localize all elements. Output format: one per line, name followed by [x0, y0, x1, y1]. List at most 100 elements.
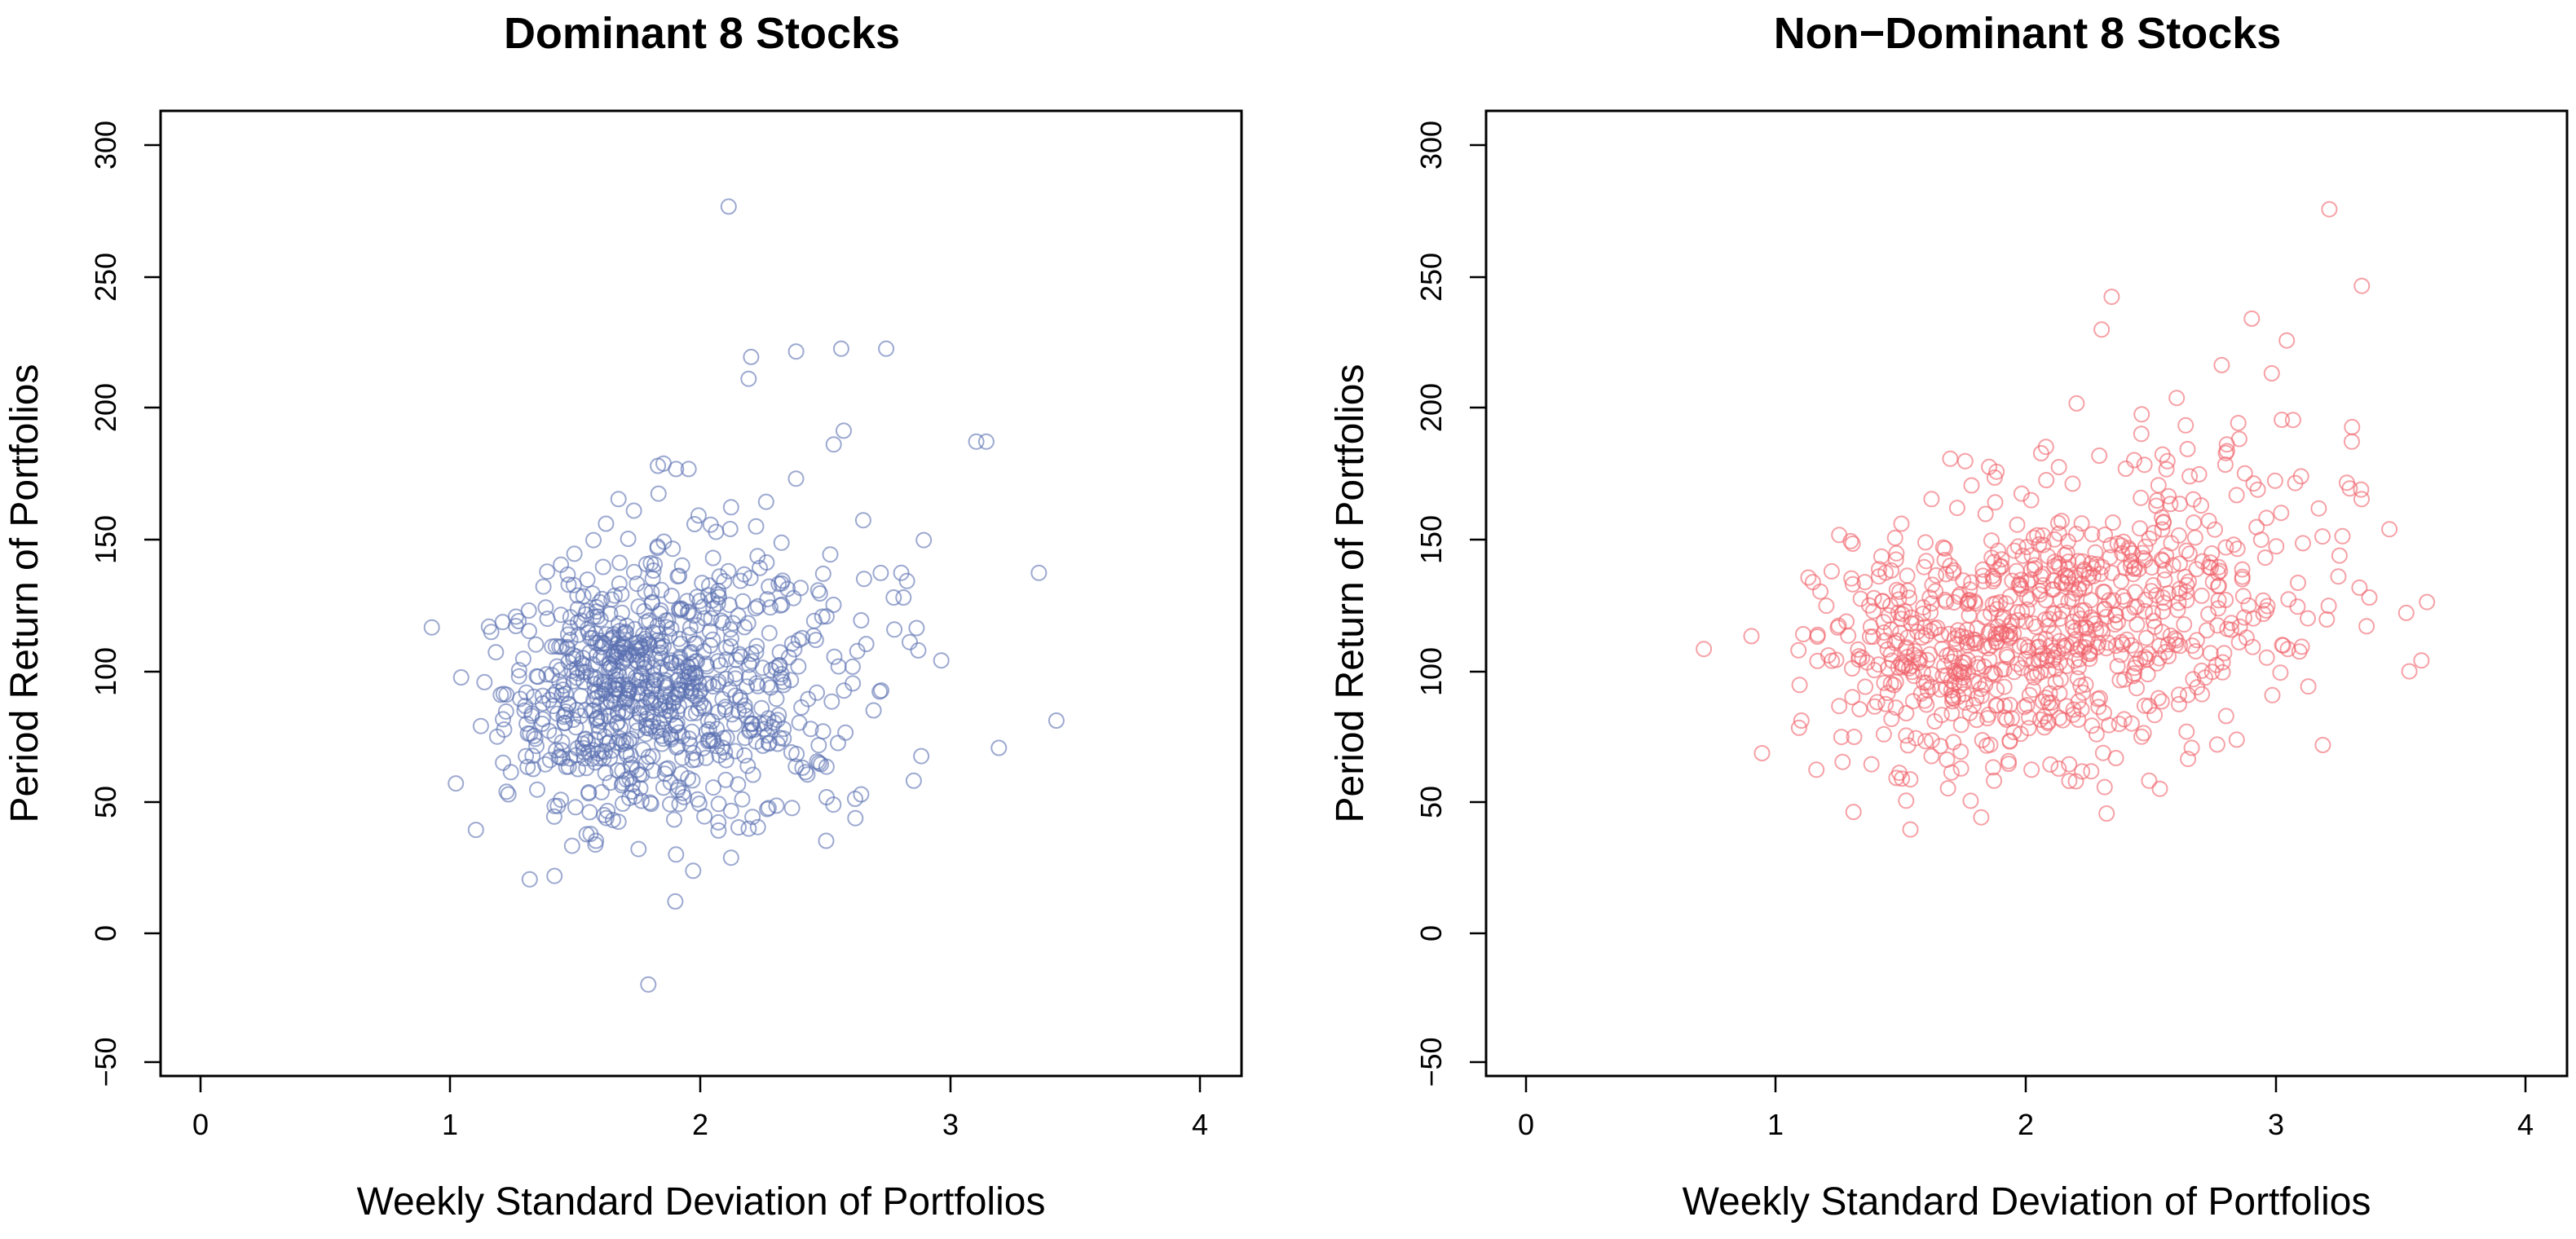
- scatter-point: [1887, 673, 1904, 690]
- scatter-point: [601, 677, 618, 694]
- scatter-point: [2351, 579, 2368, 596]
- scatter-point: [2172, 496, 2188, 513]
- scatter-point: [1875, 614, 1892, 631]
- scatter-point: [2061, 756, 2078, 773]
- scatter-point: [2001, 732, 2018, 749]
- scatter-point: [717, 639, 734, 656]
- scatter-point: [1926, 713, 1943, 730]
- scatter-point: [1946, 663, 1963, 680]
- scatter-point: [2158, 547, 2175, 564]
- scatter-point: [2236, 465, 2253, 482]
- scatter-point: [902, 633, 918, 650]
- scatter-point: [2190, 465, 2208, 483]
- scatter-point: [553, 556, 570, 573]
- scatter-point: [596, 806, 613, 823]
- scatter-point: [2419, 593, 2436, 611]
- scatter-point: [1753, 745, 1771, 761]
- scatter-point: [585, 608, 602, 625]
- scatter-point: [553, 606, 570, 624]
- scatter-point: [1942, 646, 1959, 663]
- scatter-point: [2149, 492, 2166, 509]
- scatter-point: [554, 687, 570, 704]
- scatter-point: [472, 717, 489, 734]
- scatter-point: [2141, 646, 2157, 663]
- scatter-point: [2216, 645, 2233, 662]
- scatter-point: [682, 683, 699, 700]
- scatter-point: [2141, 530, 2158, 547]
- scatter-point: [2268, 538, 2285, 555]
- scatter-point: [2263, 365, 2280, 381]
- scatter-point: [2053, 513, 2070, 530]
- scatter-point: [2012, 577, 2029, 594]
- scatter-point: [1934, 539, 1952, 556]
- scatter-point: [642, 796, 659, 813]
- scatter-point: [1048, 712, 1065, 729]
- scatter-point: [2178, 592, 2195, 609]
- x-tick-label: 2: [2018, 1108, 2034, 1141]
- scatter-point: [2353, 491, 2370, 508]
- scatter-point: [1942, 450, 1959, 467]
- scatter-point: [2008, 562, 2025, 580]
- scatter-point: [768, 797, 785, 814]
- scatter-point: [1936, 540, 1953, 557]
- scatter-point: [539, 563, 556, 580]
- scatter-point: [598, 515, 615, 532]
- scatter-point: [615, 625, 633, 642]
- scatter-point: [1945, 690, 1962, 707]
- scatter-point: [1804, 574, 1821, 591]
- scatter-point: [2300, 610, 2316, 627]
- scatter-point: [2017, 613, 2034, 630]
- scatter-point: [2228, 731, 2245, 748]
- scatter-point: [2040, 715, 2057, 732]
- scatter-point: [592, 611, 609, 628]
- scatter-point: [1987, 494, 2004, 511]
- scatter-point: [2058, 637, 2075, 654]
- scatter-point: [1877, 695, 1895, 712]
- scatter-point: [2148, 497, 2165, 514]
- scatter-point: [775, 730, 792, 747]
- y-tick-label: 100: [89, 647, 122, 696]
- scatter-point: [1908, 615, 1925, 632]
- scatter-point: [2210, 578, 2226, 595]
- scatter-point: [698, 655, 715, 672]
- scatter-point: [637, 717, 655, 734]
- scatter-point: [721, 681, 739, 698]
- scatter-point: [518, 747, 535, 765]
- scatter-point: [1840, 627, 1857, 644]
- scatter-point: [2050, 760, 2067, 777]
- scatter-point: [1857, 678, 1874, 695]
- scatter-point: [2358, 618, 2375, 635]
- scatter-point: [2102, 549, 2119, 566]
- scatter-point: [2096, 778, 2113, 796]
- scatter-point: [1886, 677, 1903, 694]
- scatter-point: [712, 612, 730, 629]
- scatter-point: [718, 651, 734, 668]
- scatter-point: [809, 582, 827, 599]
- scatter-point: [668, 461, 685, 478]
- scatter-point: [1846, 729, 1863, 745]
- scatter-point: [657, 761, 674, 778]
- scatter-point: [594, 558, 611, 575]
- scatter-point: [873, 682, 889, 699]
- scatter-point: [1978, 737, 1996, 754]
- scatter-point: [2077, 619, 2094, 636]
- scatter-point: [722, 499, 739, 516]
- scatter-point: [787, 758, 805, 775]
- scatter-point: [1743, 628, 1760, 645]
- scatter-point: [1909, 624, 1926, 640]
- scatter-point: [754, 659, 771, 677]
- scatter-point: [715, 730, 732, 747]
- scatter-point: [669, 738, 686, 755]
- scatter-point: [739, 678, 756, 695]
- scatter-point: [2071, 650, 2088, 668]
- scatter-point: [1844, 660, 1860, 677]
- scatter-point: [694, 575, 711, 592]
- scatter-point: [2137, 538, 2154, 555]
- scatter-point: [1898, 792, 1915, 809]
- scatter-point: [1861, 628, 1878, 646]
- y-tick-label: 250: [89, 253, 122, 302]
- scatter-point: [2179, 686, 2196, 703]
- scatter-point: [2020, 720, 2037, 737]
- scatter-point: [671, 681, 688, 699]
- scatter-point: [722, 849, 739, 866]
